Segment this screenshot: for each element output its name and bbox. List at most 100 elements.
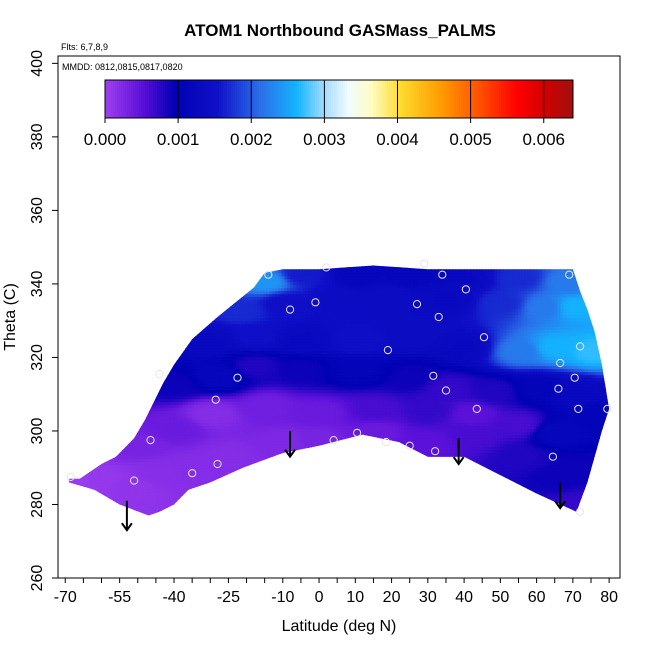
heatmap-cell: [104, 282, 108, 286]
heatmap-cell: [302, 318, 306, 322]
heatmap-cell: [428, 276, 432, 280]
heatmap-cell: [200, 273, 204, 277]
heatmap-cell: [251, 276, 255, 280]
heatmap-cell: [365, 312, 369, 316]
heatmap-cell: [419, 324, 423, 328]
heatmap-cell: [209, 267, 213, 271]
heatmap-cell: [611, 261, 615, 265]
heatmap-cell: [212, 315, 216, 319]
heatmap-cell: [473, 270, 477, 274]
heatmap-cell: [542, 258, 546, 262]
heatmap-cell: [134, 279, 138, 283]
heatmap-cell: [239, 285, 243, 289]
heatmap-cell: [248, 294, 252, 298]
heatmap-cell: [488, 294, 492, 298]
heatmap-cell: [218, 282, 222, 286]
heatmap-cell: [530, 276, 534, 280]
heatmap-cell: [230, 327, 234, 331]
heatmap-cell: [533, 330, 537, 334]
heatmap-cell: [65, 258, 69, 262]
heatmap-cell: [284, 324, 288, 328]
heatmap-cell: [95, 333, 99, 337]
heatmap-cell: [74, 327, 78, 331]
heatmap-cell: [116, 265, 120, 268]
heatmap-cell: [509, 265, 513, 268]
heatmap-cell: [332, 261, 336, 265]
heatmap-cell: [113, 273, 117, 277]
heatmap-cell: [80, 267, 84, 271]
heatmap-cell: [209, 265, 213, 268]
heatmap-cell: [224, 273, 228, 277]
heatmap-cell: [506, 324, 510, 328]
heatmap-cell: [470, 327, 474, 331]
heatmap-cell: [350, 285, 354, 289]
heatmap-cell: [191, 258, 195, 262]
heatmap-cell: [170, 321, 174, 325]
heatmap-cell: [326, 291, 330, 295]
heatmap-cell: [323, 294, 327, 298]
heatmap-cell: [611, 264, 615, 268]
heatmap-cell: [545, 297, 549, 301]
heatmap-cell: [476, 333, 480, 337]
heatmap-cell: [389, 324, 393, 328]
heatmap-cell: [104, 330, 108, 334]
heatmap-cell: [425, 324, 429, 328]
heatmap-cell: [92, 261, 96, 265]
heatmap-cell: [176, 327, 180, 331]
heatmap-cell: [473, 258, 477, 262]
heatmap-cell: [386, 303, 390, 307]
heatmap-cell: [236, 303, 240, 307]
heatmap-cell: [509, 315, 513, 319]
heatmap-cell: [206, 339, 210, 343]
heatmap-cell: [278, 306, 282, 310]
heatmap-cell: [212, 276, 216, 280]
heatmap-cell: [212, 336, 216, 340]
heatmap-cell: [122, 273, 126, 277]
heatmap-cell: [530, 258, 534, 262]
heatmap-cell: [227, 333, 231, 337]
heatmap-cell: [479, 279, 483, 283]
heatmap-cell: [596, 294, 600, 298]
heatmap-cell: [161, 333, 165, 337]
heatmap-cell: [365, 288, 369, 292]
heatmap-cell: [191, 333, 195, 337]
heatmap-cell: [425, 300, 429, 304]
heatmap-cell: [383, 303, 387, 307]
heatmap-cell: [425, 279, 429, 283]
heatmap-cell: [290, 297, 294, 301]
heatmap-cell: [251, 297, 255, 301]
heatmap-cell: [233, 288, 237, 292]
heatmap-cell: [611, 318, 615, 322]
heatmap-cell: [353, 321, 357, 325]
heatmap-cell: [71, 330, 75, 334]
heatmap-cell: [239, 336, 243, 340]
heatmap-cell: [566, 273, 570, 277]
heatmap-cell: [413, 330, 417, 334]
heatmap-cell: [125, 267, 129, 271]
heatmap-cell: [128, 270, 132, 274]
heatmap-cell: [482, 315, 486, 319]
heatmap-cell: [482, 273, 486, 277]
heatmap-cell: [302, 294, 306, 298]
heatmap-cell: [83, 288, 87, 292]
heatmap-cell: [233, 270, 237, 274]
heatmap-cell: [122, 306, 126, 310]
heatmap-cell: [200, 315, 204, 319]
heatmap-cell: [200, 291, 204, 295]
heatmap-cell: [515, 291, 519, 295]
heatmap-cell: [587, 333, 591, 337]
heatmap-cell: [113, 291, 117, 295]
heatmap-cell: [173, 321, 177, 325]
heatmap-cell: [134, 300, 138, 304]
heatmap-cell: [338, 303, 342, 307]
heatmap-cell: [257, 312, 261, 316]
heatmap-cell: [194, 270, 198, 274]
heatmap-cell: [560, 324, 564, 328]
heatmap-cell: [572, 279, 576, 283]
heatmap-cell: [131, 265, 135, 268]
heatmap-cell: [236, 279, 240, 283]
heatmap-cell: [557, 258, 561, 262]
heatmap-cell: [200, 324, 204, 328]
heatmap-cell: [494, 321, 498, 325]
heatmap-cell: [509, 309, 513, 313]
